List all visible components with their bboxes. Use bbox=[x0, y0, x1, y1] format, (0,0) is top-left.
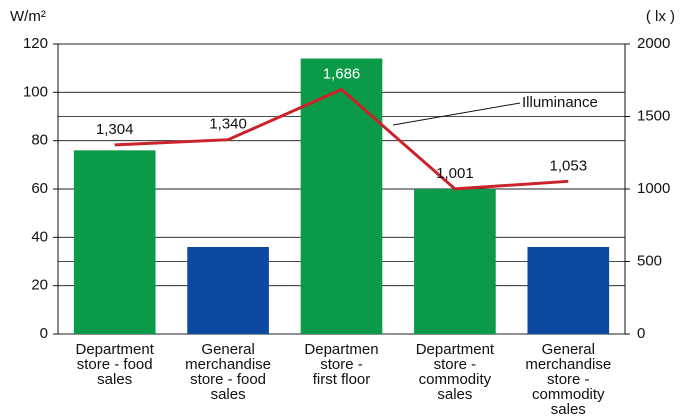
bar bbox=[527, 247, 610, 334]
x-tick-label: Departmen store -first floor bbox=[304, 341, 378, 388]
y-tick-label: 100 bbox=[23, 83, 48, 100]
x-tick-label: General merchandise store -commodity sales bbox=[525, 341, 611, 418]
line-annotation: Illuminance bbox=[522, 94, 598, 111]
bar bbox=[414, 189, 496, 334]
y-axis-unit: W/m² bbox=[10, 8, 46, 25]
y-tick-label: 80 bbox=[31, 132, 48, 149]
x-tick-label: Department store -commodity sales bbox=[416, 341, 495, 403]
y-tick-label: 0 bbox=[40, 325, 48, 342]
y-tick-label: 60 bbox=[31, 180, 48, 197]
x-tick-label: General merchandise store - food sales bbox=[185, 341, 271, 403]
y2-tick-label: 500 bbox=[637, 252, 662, 269]
bar bbox=[300, 58, 383, 334]
y2-tick-label: 1500 bbox=[637, 107, 670, 124]
bar bbox=[73, 150, 156, 334]
data-label: 1,053 bbox=[550, 157, 588, 174]
annotation-leader bbox=[392, 102, 521, 126]
x-tick-label: Department store - food sales bbox=[76, 341, 155, 388]
y2-tick-label: 0 bbox=[637, 325, 645, 342]
y2-tick-label: 2000 bbox=[637, 35, 670, 52]
line bbox=[114, 87, 569, 191]
y-tick-label: 20 bbox=[31, 277, 48, 294]
y2-tick-label: 1000 bbox=[637, 180, 670, 197]
data-label: 1,001 bbox=[436, 165, 474, 182]
data-label: 1,304 bbox=[96, 121, 134, 138]
data-label: 1,686 bbox=[323, 65, 361, 82]
bar bbox=[187, 247, 269, 334]
y2-axis-unit: ( lx ) bbox=[646, 8, 675, 25]
y-tick-label: 40 bbox=[31, 228, 48, 245]
data-label: 1,340 bbox=[209, 116, 247, 133]
y-tick-label: 120 bbox=[23, 35, 48, 52]
